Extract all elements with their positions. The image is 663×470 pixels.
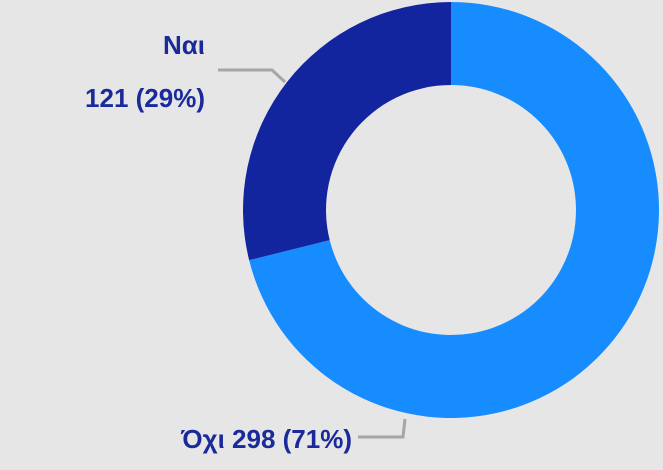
category-label: Όχι <box>180 424 225 454</box>
value-label: 121 (29%) <box>85 83 205 113</box>
category-label: Ναι <box>163 30 205 60</box>
donut-slice <box>243 2 451 261</box>
slice-label: Ναι <box>163 30 205 60</box>
leader-line <box>218 68 287 84</box>
donut-slice <box>249 2 659 418</box>
value-label: 298 (71%) <box>232 424 352 454</box>
slice-label: 121 (29%) <box>85 83 205 113</box>
leader-line <box>358 418 407 439</box>
slice-label: Όχι 298 (71%) <box>180 424 352 454</box>
